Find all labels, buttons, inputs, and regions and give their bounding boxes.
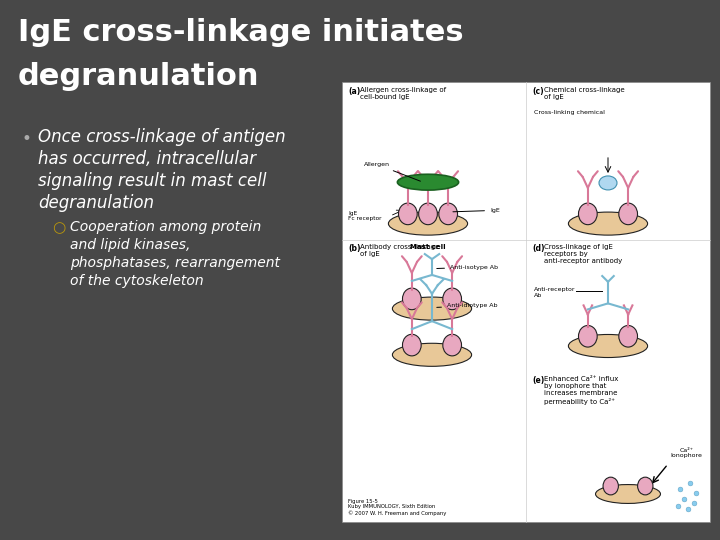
Ellipse shape: [599, 176, 617, 190]
Ellipse shape: [397, 174, 459, 190]
Ellipse shape: [392, 297, 472, 320]
Ellipse shape: [595, 484, 660, 503]
Ellipse shape: [402, 288, 421, 309]
Ellipse shape: [568, 212, 647, 235]
Text: (c): (c): [532, 87, 544, 96]
Text: degranulation: degranulation: [18, 62, 259, 91]
Text: ○: ○: [52, 220, 66, 235]
Ellipse shape: [388, 212, 467, 235]
Text: (d): (d): [532, 245, 544, 253]
Ellipse shape: [438, 203, 457, 225]
Text: Once cross-linkage of antigen: Once cross-linkage of antigen: [38, 128, 286, 146]
Ellipse shape: [568, 334, 647, 357]
Text: Ca²⁺: Ca²⁺: [680, 448, 694, 453]
Text: phosphatases, rearrangement: phosphatases, rearrangement: [70, 256, 280, 270]
Text: Allergen cross-linkage of
cell-bound IgE: Allergen cross-linkage of cell-bound IgE: [360, 87, 446, 100]
Ellipse shape: [638, 477, 653, 495]
Ellipse shape: [402, 334, 421, 356]
Text: •: •: [22, 130, 32, 148]
Ellipse shape: [578, 203, 597, 225]
Text: Anti-isotype Ab: Anti-isotype Ab: [437, 265, 498, 269]
Text: Antibody cross-linkage
of IgE: Antibody cross-linkage of IgE: [360, 245, 439, 258]
Text: Cooperation among protein: Cooperation among protein: [70, 220, 261, 234]
Text: IgE
Fc receptor: IgE Fc receptor: [348, 211, 382, 221]
Text: Allergen: Allergen: [364, 162, 420, 181]
Text: signaling result in mast cell: signaling result in mast cell: [38, 172, 266, 190]
Ellipse shape: [418, 203, 437, 225]
Text: Anti-receptor
Ab: Anti-receptor Ab: [534, 287, 575, 298]
FancyBboxPatch shape: [342, 82, 710, 522]
Text: Figure 15-5
Kuby IMMUNOLOGY, Sixth Edition
© 2007 W. H. Freeman and Company: Figure 15-5 Kuby IMMUNOLOGY, Sixth Editi…: [348, 498, 446, 516]
Ellipse shape: [443, 334, 462, 356]
Ellipse shape: [578, 326, 597, 347]
Text: Cross-linkage of IgE
receptors by
anti-receptor antibody: Cross-linkage of IgE receptors by anti-r…: [544, 245, 622, 265]
Text: (e): (e): [532, 376, 544, 386]
Ellipse shape: [392, 343, 472, 366]
Text: Enhanced Ca²⁺ influx
by ionophore that
increases membrane
permeability to Ca²⁺: Enhanced Ca²⁺ influx by ionophore that i…: [544, 376, 618, 404]
Text: has occurred, intracellular: has occurred, intracellular: [38, 150, 256, 168]
Text: IgE: IgE: [453, 208, 500, 213]
Ellipse shape: [398, 203, 417, 225]
Ellipse shape: [618, 203, 637, 225]
Ellipse shape: [618, 326, 637, 347]
Ellipse shape: [603, 477, 618, 495]
Text: IgE cross-linkage initiates: IgE cross-linkage initiates: [18, 18, 464, 47]
Text: (a): (a): [348, 87, 360, 96]
Text: and lipid kinases,: and lipid kinases,: [70, 238, 190, 252]
Text: (b): (b): [348, 245, 361, 253]
Text: Chemical cross-linkage
of IgE: Chemical cross-linkage of IgE: [544, 87, 625, 100]
Text: Anti-idiotype Ab: Anti-idiotype Ab: [437, 303, 498, 308]
Text: Ionophore: Ionophore: [670, 453, 702, 458]
Ellipse shape: [443, 288, 462, 309]
Text: degranulation: degranulation: [38, 194, 154, 212]
Text: Mast cell: Mast cell: [410, 244, 446, 249]
Text: of the cytoskeleton: of the cytoskeleton: [70, 274, 204, 288]
Text: Cross-linking chemical: Cross-linking chemical: [534, 110, 605, 115]
